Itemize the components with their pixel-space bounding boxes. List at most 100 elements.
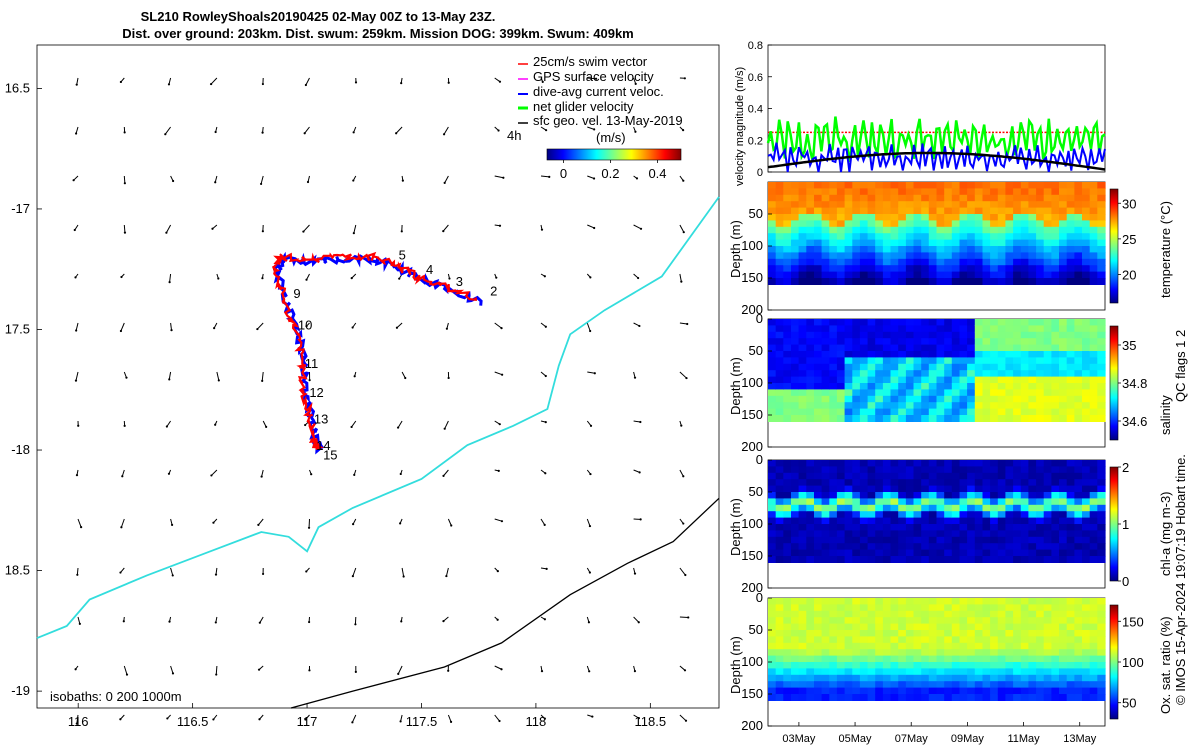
section-cell	[967, 252, 976, 260]
colorbar-tick-label: 0.4	[648, 166, 666, 181]
section-cell	[921, 504, 930, 512]
section-cell	[1013, 338, 1022, 346]
section-cell	[806, 681, 815, 689]
current-vector-head	[637, 717, 640, 720]
colorbar-label: Ox. sat. ratio (%)	[1158, 616, 1173, 714]
section-cell	[814, 338, 823, 346]
section-cell	[905, 511, 915, 519]
section-cell	[1043, 617, 1052, 625]
velocity-y-tick-label: 0.4	[748, 104, 763, 116]
section-cell	[798, 543, 807, 551]
current-vector	[211, 469, 218, 476]
section-cell	[905, 239, 915, 247]
section-cell	[1028, 530, 1037, 538]
section-cell	[921, 331, 930, 339]
current-vector-head	[172, 179, 175, 183]
section-cell	[791, 662, 800, 669]
section-cell	[959, 278, 968, 285]
current-vector	[123, 665, 128, 675]
section-cell	[806, 662, 815, 669]
section-cell	[768, 383, 777, 390]
section-cell	[844, 524, 853, 531]
section-cell	[1020, 344, 1030, 352]
section-cell	[1051, 642, 1060, 650]
section-cell	[882, 344, 892, 352]
section-cell	[959, 604, 968, 612]
current-vector	[76, 714, 79, 724]
section-cell	[982, 258, 991, 266]
map-x-tick-label: 118.5	[635, 714, 667, 729]
section-cell	[814, 504, 823, 512]
section-cell	[928, 357, 938, 365]
section-cell	[875, 649, 884, 657]
section-cell	[791, 472, 800, 480]
section-cell	[783, 610, 792, 618]
section-cell	[951, 642, 961, 650]
section-cell	[875, 623, 884, 631]
section-cell	[1066, 694, 1075, 701]
section-cell	[852, 472, 861, 480]
section-cell	[936, 194, 945, 202]
section-cell	[1005, 201, 1014, 209]
section-cell	[852, 188, 861, 196]
section-cell	[829, 214, 838, 221]
section-cell	[829, 319, 838, 326]
section-cell	[783, 207, 792, 215]
section-cell	[783, 415, 792, 422]
section-cell	[913, 415, 922, 422]
section-cell	[982, 389, 991, 397]
section-cell	[990, 687, 999, 695]
section-cell	[1074, 207, 1083, 215]
section-cell	[1066, 344, 1075, 352]
section-cell	[1066, 220, 1075, 228]
section-cell	[768, 233, 777, 241]
section-cell	[836, 604, 846, 612]
section-cell	[768, 246, 777, 253]
section-cell	[798, 636, 807, 644]
section-cell	[921, 466, 930, 474]
section-cell	[936, 246, 945, 253]
section-cell	[867, 498, 876, 506]
section-cell	[1020, 642, 1030, 650]
section-cell	[898, 370, 907, 378]
section-cell	[1028, 498, 1037, 506]
section-cell	[1036, 479, 1045, 487]
section-cell	[921, 479, 930, 487]
section-cell	[913, 207, 922, 215]
section-cell	[867, 530, 876, 538]
section-cell	[921, 389, 930, 397]
section-cell	[974, 642, 984, 650]
section-cell	[944, 610, 953, 618]
section-cell	[982, 617, 991, 625]
section-cell	[1097, 389, 1106, 397]
section-cell	[1028, 649, 1037, 657]
section-cell	[997, 642, 1007, 650]
day-label: 3	[456, 274, 463, 289]
section-cell	[959, 265, 968, 273]
section-cell	[1097, 623, 1106, 631]
section-cell	[1059, 226, 1068, 234]
section-cell	[921, 524, 930, 531]
section-cell	[974, 376, 984, 384]
section-cell	[882, 194, 892, 202]
section-cell	[836, 194, 846, 202]
section-cell	[814, 511, 823, 519]
section-cell	[898, 415, 907, 422]
current-vector	[305, 77, 310, 86]
current-vector	[75, 322, 79, 331]
current-vector-head	[165, 231, 168, 234]
section-cell	[1059, 233, 1068, 241]
section-cell	[944, 194, 953, 202]
section-cell	[859, 511, 869, 519]
section-cell	[821, 370, 830, 378]
section-cell	[875, 604, 884, 612]
section-cell	[1051, 246, 1060, 253]
section-cell	[806, 188, 815, 196]
section-cell	[1074, 233, 1083, 241]
section-cell	[921, 687, 930, 695]
section-cell	[928, 511, 938, 519]
section-cell	[944, 207, 953, 215]
section-cell	[1066, 504, 1075, 512]
section-cell	[1043, 485, 1052, 493]
section-cell	[905, 492, 915, 499]
